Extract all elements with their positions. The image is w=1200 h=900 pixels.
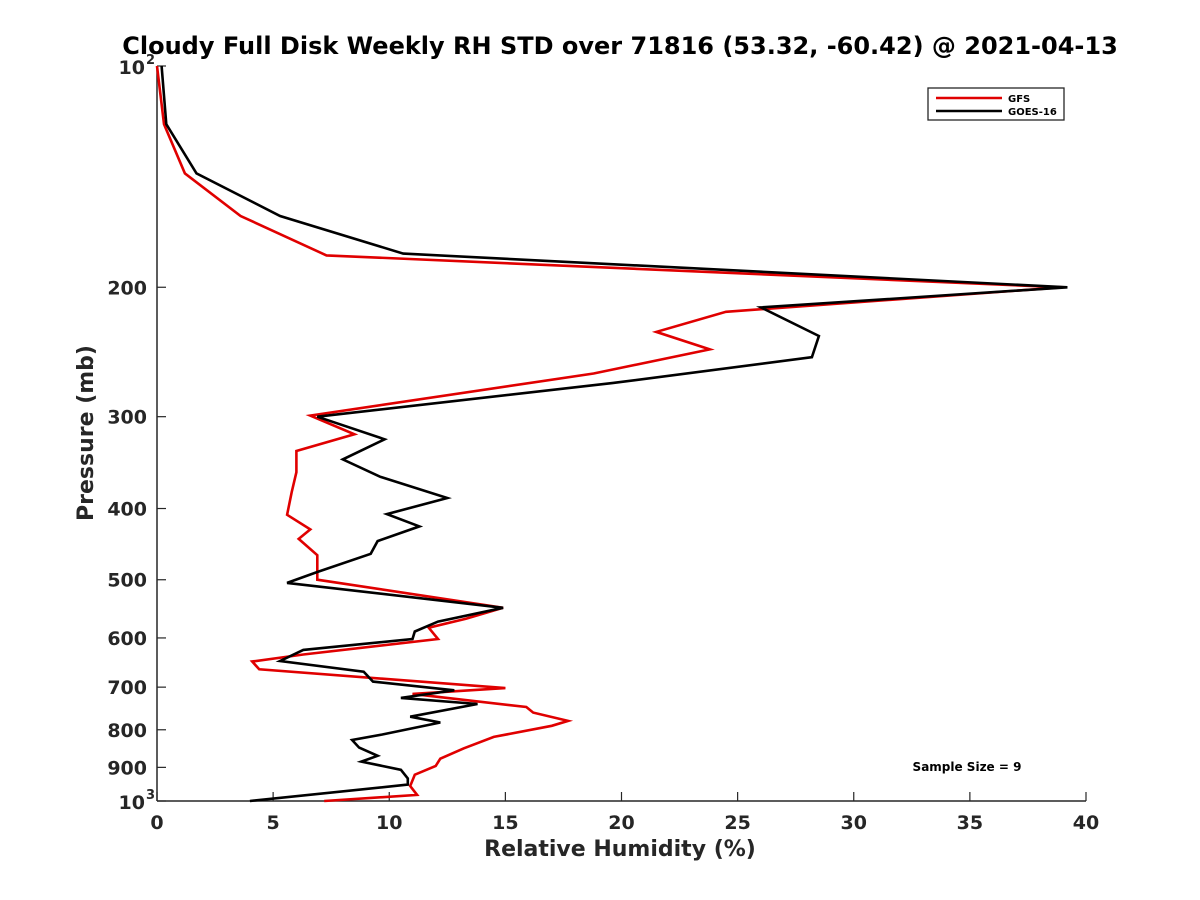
x-tick-label: 10	[376, 812, 402, 834]
legend: GFS GOES-16	[927, 87, 1065, 121]
series-line-goes-16	[160, 65, 1068, 803]
y-tick-label-exponent: 3	[146, 788, 155, 803]
y-tick-label-exponent: 2	[146, 53, 155, 68]
x-tick-label: 40	[1073, 812, 1099, 834]
y-tick-label: 400	[107, 499, 147, 521]
legend-box	[927, 87, 1065, 121]
x-tick-label: 0	[150, 812, 163, 834]
sample-size-annotation: Sample Size = 9	[913, 760, 1022, 774]
y-tick-label: 800	[107, 720, 147, 742]
x-tick-label: 35	[957, 812, 983, 834]
y-axis-label: Pressure (mb)	[74, 345, 99, 521]
y-tick-label: 500	[107, 570, 147, 592]
series-line-gfs	[155, 65, 1063, 803]
x-tick-label: 5	[267, 812, 280, 834]
y-tick-label: 10	[119, 792, 145, 814]
y-tick-label: 300	[107, 407, 147, 429]
y-tick-label: 200	[107, 277, 147, 299]
x-axis-label: Relative Humidity (%)	[484, 837, 756, 862]
y-tick-label: 700	[107, 677, 147, 699]
x-tick-label: 15	[492, 812, 518, 834]
y-tick-label: 10	[119, 57, 145, 79]
y-tick-label: 600	[107, 628, 147, 650]
legend-label-goes-16: GOES-16	[1008, 107, 1057, 118]
legend-label-gfs: GFS	[1008, 94, 1030, 105]
chart-title: Cloudy Full Disk Weekly RH STD over 7181…	[122, 32, 1118, 60]
x-tick-label: 25	[724, 812, 750, 834]
x-tick-label: 20	[608, 812, 634, 834]
y-tick-label: 900	[107, 757, 147, 779]
x-tick-label: 30	[841, 812, 867, 834]
